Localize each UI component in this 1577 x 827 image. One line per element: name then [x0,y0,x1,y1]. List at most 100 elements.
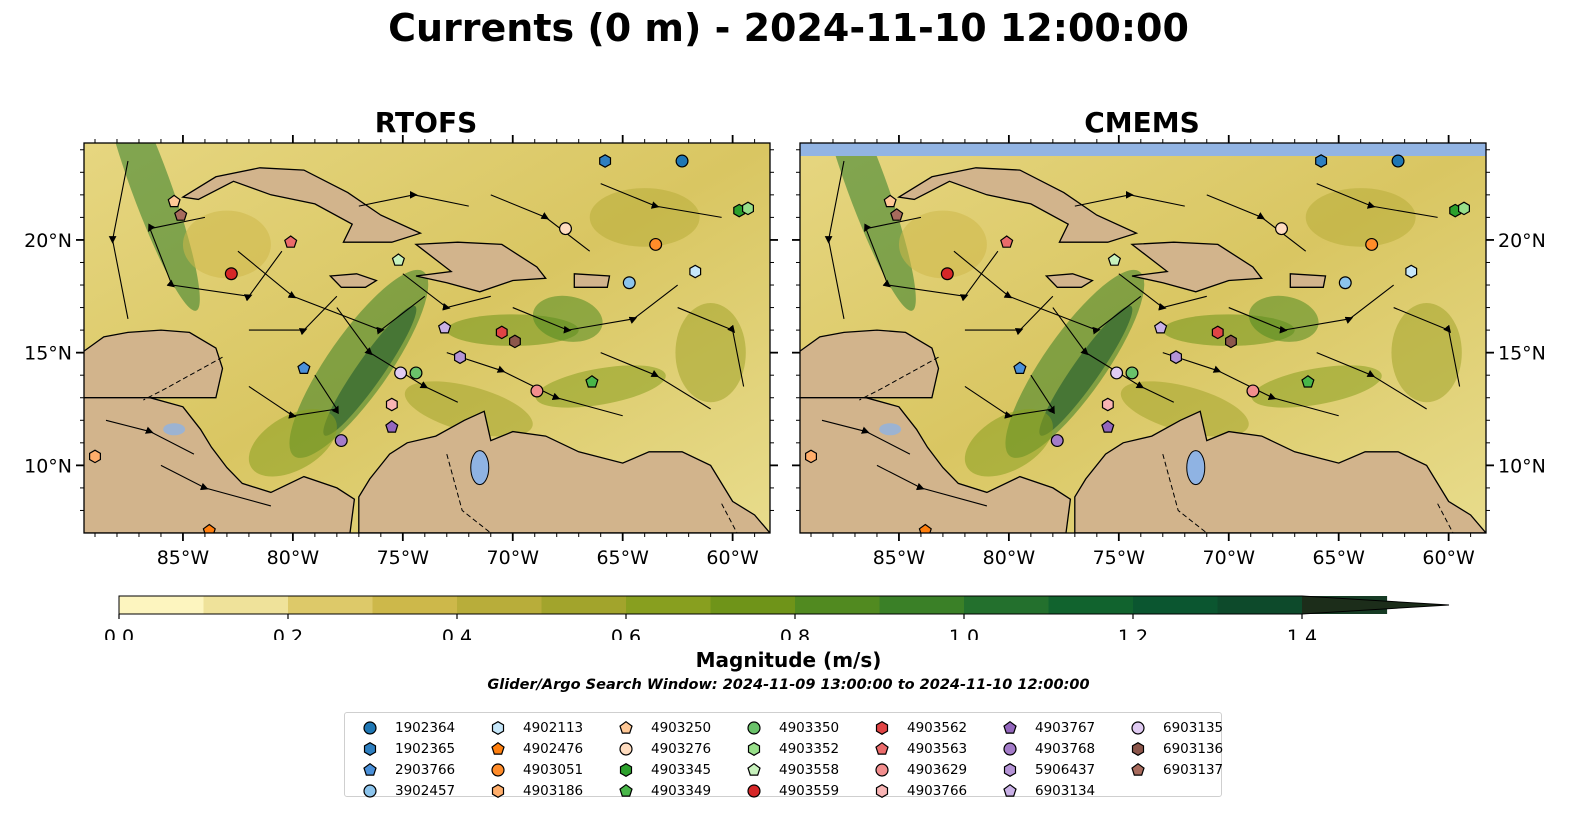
legend-marker-4903186 [491,783,505,798]
legend-label: 4903345 [651,761,712,778]
legend-label: 4903276 [651,740,712,757]
legend-label: 4903051 [523,761,584,778]
legend-item-4903250: 4903250 [607,717,735,738]
legend-column: 4902113 4902476 4903051 4903186 [479,717,607,801]
pentagon-marker-icon [619,720,633,734]
float-marker-1902365 [1315,154,1328,168]
float-marker-6903136 [1225,334,1237,349]
colorbar-segment [119,596,205,614]
current-streamline [446,352,623,417]
panel-title-cmems: CMEMS [1084,106,1200,139]
legend-label: 4902476 [523,740,584,757]
legend-column: 6903135 6903136 6903137 [1119,717,1247,780]
hexagon-marker-icon [1003,762,1017,777]
legend-item-4903349: 4903349 [607,780,735,801]
legend-item-4903629: 4903629 [863,759,991,780]
current-streamline [237,250,426,335]
legend-label: 6903134 [1035,782,1096,799]
current-streamline [824,160,845,319]
float-marker-4902113 [689,264,702,279]
legend-marker-1902365 [363,741,377,756]
colorbar-tick-label: 0.2 [273,626,303,640]
south-america-landmass [1074,410,1486,533]
legend-item-4903558: 4903558 [735,759,863,780]
legend-item-6903135: 6903135 [1119,717,1247,738]
legend-label: 2903766 [395,761,456,778]
float-marker-6903134 [1153,320,1168,334]
colorbar-tick-label: 0.8 [780,626,810,640]
legend-column: 4903767 4903768 5906437 6903134 [991,717,1119,801]
legend-item-4903768: 4903768 [991,738,1119,759]
float-marker-4903767 [385,420,399,433]
colorbar-segment [1048,596,1134,614]
colorbar-segment [626,596,712,614]
current-streamline [821,419,911,455]
lake-nicaragua [163,423,186,436]
float-marker-4903766 [1101,397,1114,412]
legend-label: 6903136 [1163,740,1224,757]
float-marker-5906437 [454,350,466,365]
legend-item-6903134: 6903134 [991,780,1119,801]
legend-item-4903276: 4903276 [607,738,735,759]
legend-marker-4903629 [875,762,889,777]
figure-title: Currents (0 m) - 2024-11-10 12:00:00 [388,6,1189,50]
legend-marker-4903768 [1003,741,1017,756]
current-streamline [148,216,283,302]
circle-marker-icon [363,720,377,735]
legend-column: 4903250 4903276 4903345 4903349 [607,717,735,801]
legend-item-4902113: 4902113 [479,717,607,738]
current-streamline [160,464,272,507]
circle-marker-icon [1003,741,1017,756]
float-marker-4903559 [940,267,954,281]
colorbar-segment [795,596,881,614]
colorbar-tick-label: 0.6 [611,626,641,640]
y-tick-label: 10°N [1498,455,1546,477]
legend-marker-1902364 [363,720,377,735]
float-marker-4902113 [1405,264,1418,279]
float-marker-6903135 [394,366,408,380]
lake-nicaragua [879,423,902,436]
float-marker-6903135 [1110,366,1124,380]
float-marker-4903276 [1275,222,1289,236]
legend-marker-4903767 [1003,720,1017,734]
current-streamline [1162,352,1339,417]
legend-marker-4903345 [619,762,633,777]
legend-label: 4903629 [907,761,968,778]
hexagon-marker-icon [875,783,889,798]
y-tick-label: 15°N [24,343,72,365]
float-marker-1902365 [599,154,612,168]
legend-item-4903766: 4903766 [863,780,991,801]
circle-marker-icon [491,762,505,777]
float-marker-4903768 [1050,434,1064,448]
current-streamline [108,160,129,319]
pentagon-marker-icon [1131,762,1145,776]
legend-column: 1902364 1902365 2903766 3902457 [351,717,479,801]
legend-marker-6903137 [1131,762,1145,776]
float-marker-6903137 [174,208,188,221]
current-streamline [248,374,339,419]
x-tick-label: 60°W [1422,547,1475,569]
current-streamline [248,295,338,336]
legend-label: 4903558 [779,761,840,778]
legend-marker-5906437 [1003,762,1017,777]
float-marker-4903558 [391,253,406,266]
float-marker-4903352 [742,201,754,216]
current-streamline [490,194,591,252]
legend-label: 3902457 [395,782,456,799]
float-marker-2903766 [1013,361,1027,374]
legend-item-1902365: 1902365 [351,738,479,759]
colorbar-segment [1133,596,1219,614]
legend-label: 1902365 [395,740,456,757]
legend-marker-4903558 [747,762,761,776]
current-streamline [1118,273,1207,311]
pentagon-marker-icon [363,762,377,776]
legend-item-3902457: 3902457 [351,780,479,801]
legend-label: 6903137 [1163,761,1224,778]
x-tick-label: 80°W [983,547,1036,569]
legend-marker-6903135 [1131,720,1145,735]
hexagon-marker-icon [619,762,633,777]
current-streamline [1316,352,1427,410]
legend-marker-4903559 [747,783,761,798]
colorbar-tick-label: 0.0 [104,626,134,640]
current-streamline [600,183,722,218]
